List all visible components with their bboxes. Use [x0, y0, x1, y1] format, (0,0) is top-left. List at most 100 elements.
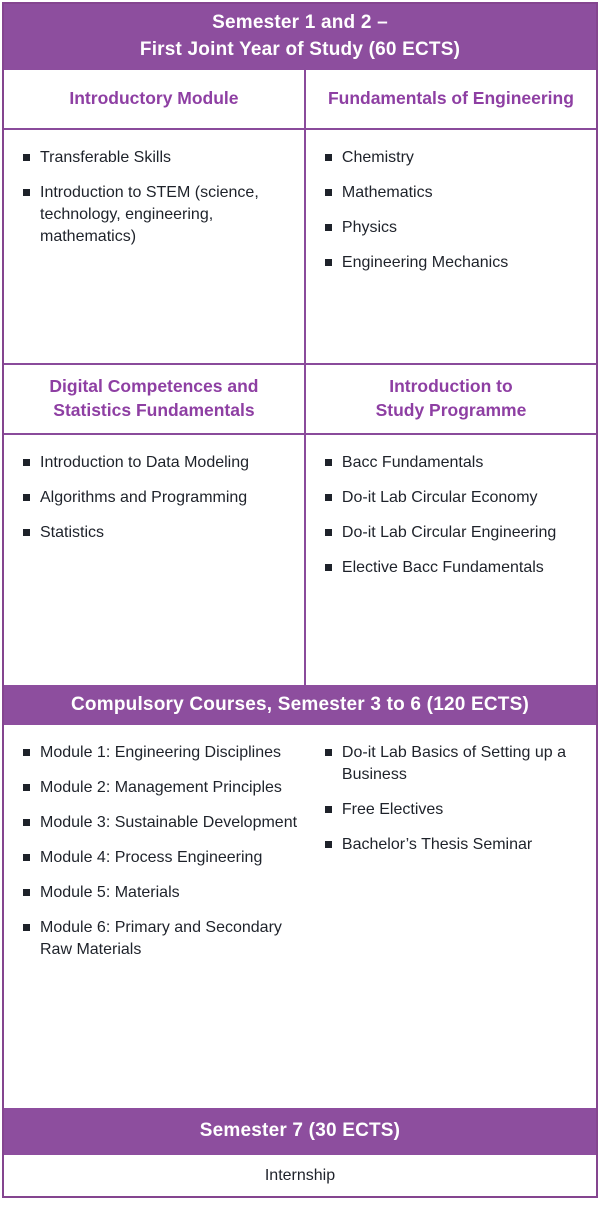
- compulsory-left-list: Module 1: Engineering Disciplines Module…: [4, 725, 306, 962]
- list-item: Statistics: [23, 522, 296, 544]
- square-bullet-icon: [324, 494, 332, 502]
- semester-1-2-band: Semester 1 and 2 – First Joint Year of S…: [4, 4, 596, 70]
- list-item-label: Do-it Lab Circular Engineering: [341, 524, 557, 542]
- row1-header-row: Introductory Module Fundamentals of Engi…: [4, 70, 596, 130]
- list-item-label: Bacc Fundamentals: [341, 454, 484, 471]
- list-item-label: Module 5: Materials: [40, 884, 180, 902]
- row2-header-row: Digital Competences and Statistics Funda…: [4, 365, 596, 435]
- digital-competences-list: Introduction to Data Modeling Algorithms…: [4, 435, 304, 544]
- list-item-label: Physics: [341, 219, 398, 237]
- introductory-module-list: Transferable Skills Introduction to STEM…: [4, 130, 304, 248]
- semester-7-band-title: Semester 7 (30 ECTS): [199, 1120, 401, 1142]
- square-bullet-icon: [324, 841, 332, 849]
- square-bullet-icon: [324, 529, 332, 537]
- semester-1-2-band-title: Semester 1 and 2 – First Joint Year of S…: [139, 12, 461, 60]
- square-bullet-icon: [324, 564, 332, 572]
- list-item: Bachelor’s Thesis Seminar: [324, 834, 588, 856]
- list-item: Introduction to STEM (science, technolog…: [23, 182, 296, 248]
- list-item-label: Module 6: Primary and Secondary Raw Mate…: [40, 919, 282, 959]
- digital-competences-list-cell: Introduction to Data Modeling Algorithms…: [4, 435, 306, 685]
- list-item-label: Module 2: Management Principles: [40, 779, 282, 797]
- list-item: Mathematics: [324, 182, 588, 204]
- list-item: Do-it Lab Circular Economy: [324, 487, 588, 509]
- list-item: Bacc Fundamentals: [324, 452, 588, 474]
- compulsory-right-list-cell: Do-it Lab Basics of Setting up a Busines…: [306, 725, 596, 1108]
- list-item-label: Introduction to STEM (science, technolog…: [40, 184, 259, 246]
- list-item-label: Do-it Lab Circular Economy: [341, 489, 538, 507]
- row2-left-header-cell: Digital Competences and Statistics Funda…: [4, 365, 306, 433]
- square-bullet-icon: [23, 529, 30, 537]
- fundamentals-engineering-header: Fundamentals of Engineering: [327, 88, 574, 109]
- compulsory-left-list-cell: Module 1: Engineering Disciplines Module…: [4, 725, 306, 1108]
- list-item: Do-it Lab Circular Engineering: [324, 522, 588, 544]
- list-item: Module 3: Sustainable Development: [23, 812, 298, 834]
- compulsory-right-list: Do-it Lab Basics of Setting up a Busines…: [306, 725, 596, 856]
- row1-left-header-cell: Introductory Module: [4, 70, 306, 128]
- list-item-label: Algorithms and Programming: [40, 489, 248, 507]
- introductory-module-list-cell: Transferable Skills Introduction to STEM…: [4, 130, 306, 363]
- square-bullet-icon: [23, 854, 30, 862]
- square-bullet-icon: [23, 784, 30, 792]
- intro-study-programme-header: Introduction to Study Programme: [375, 376, 527, 420]
- list-item: Physics: [324, 217, 588, 239]
- list-item-label: Transferable Skills: [40, 149, 172, 166]
- fundamentals-engineering-list: Chemistry Mathematics Physics Engineerin…: [306, 130, 596, 274]
- square-bullet-icon: [324, 154, 332, 161]
- list-item-label: Module 3: Sustainable Development: [40, 814, 298, 832]
- compulsory-content-row: Module 1: Engineering Disciplines Module…: [4, 725, 596, 1108]
- square-bullet-icon: [324, 224, 332, 232]
- list-item-label: Mathematics: [341, 184, 433, 202]
- square-bullet-icon: [23, 889, 30, 897]
- list-item: Algorithms and Programming: [23, 487, 296, 509]
- row2-right-header-cell: Introduction to Study Programme: [306, 365, 596, 433]
- square-bullet-icon: [324, 749, 332, 756]
- semester-7-band: Semester 7 (30 ECTS): [4, 1108, 596, 1155]
- list-item: Engineering Mechanics: [324, 252, 588, 274]
- square-bullet-icon: [23, 819, 30, 827]
- square-bullet-icon: [324, 806, 332, 814]
- compulsory-courses-band: Compulsory Courses, Semester 3 to 6 (120…: [4, 685, 596, 725]
- list-item: Free Electives: [324, 799, 588, 821]
- list-item-label: Statistics: [40, 524, 105, 542]
- digital-competences-header: Digital Competences and Statistics Funda…: [49, 376, 259, 420]
- list-item: Introduction to Data Modeling: [23, 452, 296, 474]
- list-item-label: Introduction to Data Modeling: [40, 454, 250, 471]
- row1-right-header-cell: Fundamentals of Engineering: [306, 70, 596, 128]
- internship-row: Internship: [4, 1155, 596, 1196]
- row1-content-row: Transferable Skills Introduction to STEM…: [4, 130, 596, 365]
- list-item-label: Module 1: Engineering Disciplines: [40, 744, 282, 761]
- square-bullet-icon: [23, 189, 30, 197]
- square-bullet-icon: [23, 459, 30, 466]
- list-item: Module 5: Materials: [23, 882, 298, 904]
- fundamentals-engineering-list-cell: Chemistry Mathematics Physics Engineerin…: [306, 130, 596, 363]
- intro-study-programme-list: Bacc Fundamentals Do-it Lab Circular Eco…: [306, 435, 596, 579]
- square-bullet-icon: [324, 189, 332, 197]
- list-item: Module 6: Primary and Secondary Raw Mate…: [23, 917, 298, 961]
- list-item-label: Chemistry: [341, 149, 414, 166]
- list-item-label: Elective Bacc Fundamentals: [341, 559, 544, 577]
- list-item: Module 2: Management Principles: [23, 777, 298, 799]
- list-item: Chemistry: [324, 147, 588, 169]
- square-bullet-icon: [324, 259, 332, 267]
- intro-study-programme-list-cell: Bacc Fundamentals Do-it Lab Circular Eco…: [306, 435, 596, 685]
- row2-content-row: Introduction to Data Modeling Algorithms…: [4, 435, 596, 685]
- list-item: Do-it Lab Basics of Setting up a Busines…: [324, 742, 588, 786]
- compulsory-courses-band-title: Compulsory Courses, Semester 3 to 6 (120…: [71, 693, 529, 715]
- list-item: Elective Bacc Fundamentals: [324, 557, 588, 579]
- list-item: Module 1: Engineering Disciplines: [23, 742, 298, 764]
- internship-label: Internship: [264, 1166, 336, 1184]
- square-bullet-icon: [23, 924, 30, 932]
- square-bullet-icon: [23, 154, 30, 161]
- list-item: Module 4: Process Engineering: [23, 847, 298, 869]
- list-item-label: Engineering Mechanics: [341, 254, 509, 272]
- square-bullet-icon: [324, 459, 332, 466]
- list-item-label: Bachelor’s Thesis Seminar: [341, 836, 533, 854]
- list-item-label: Free Electives: [341, 801, 444, 819]
- square-bullet-icon: [23, 494, 30, 502]
- introductory-module-header: Introductory Module: [69, 88, 239, 109]
- list-item-label: Module 4: Process Engineering: [40, 849, 263, 867]
- list-item-label: Do-it Lab Basics of Setting up a Busines…: [341, 744, 567, 784]
- list-item: Transferable Skills: [23, 147, 296, 169]
